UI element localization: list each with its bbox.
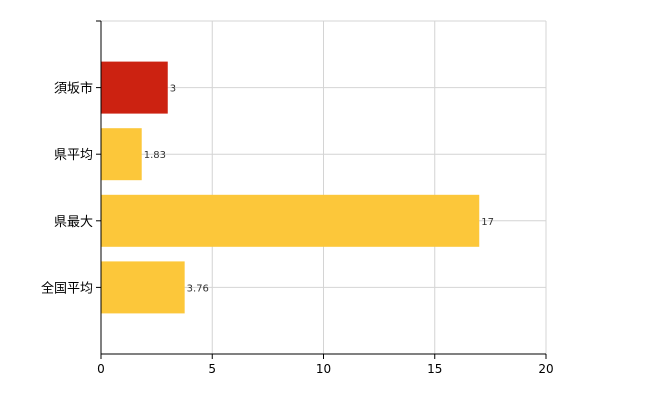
bar — [101, 61, 168, 114]
x-tick-label: 0 — [97, 362, 105, 376]
x-tick-label: 10 — [316, 362, 331, 376]
data-label: 3.76 — [187, 283, 209, 294]
data-label: 1.83 — [144, 150, 166, 161]
x-tick-label: 5 — [208, 362, 216, 376]
bar — [101, 128, 142, 181]
data-label: 17 — [481, 217, 494, 228]
category-label: 全国平均 — [41, 280, 93, 296]
labels: 0 5 10 15 20 3 須坂市 1.83 県平均 17 県最大 3.76 全国平均 — [41, 81, 554, 376]
category-label: 須坂市 — [54, 81, 93, 97]
x-tick-label: 20 — [538, 362, 553, 376]
grid-lines — [101, 20, 547, 354]
bar — [101, 194, 480, 247]
x-tick-label: 15 — [427, 362, 442, 376]
data-label: 3 — [170, 84, 176, 95]
category-label: 県最大 — [54, 215, 93, 230]
bar — [101, 261, 185, 314]
bars — [101, 61, 480, 314]
category-label: 県平均 — [54, 148, 93, 163]
axes — [96, 20, 547, 359]
